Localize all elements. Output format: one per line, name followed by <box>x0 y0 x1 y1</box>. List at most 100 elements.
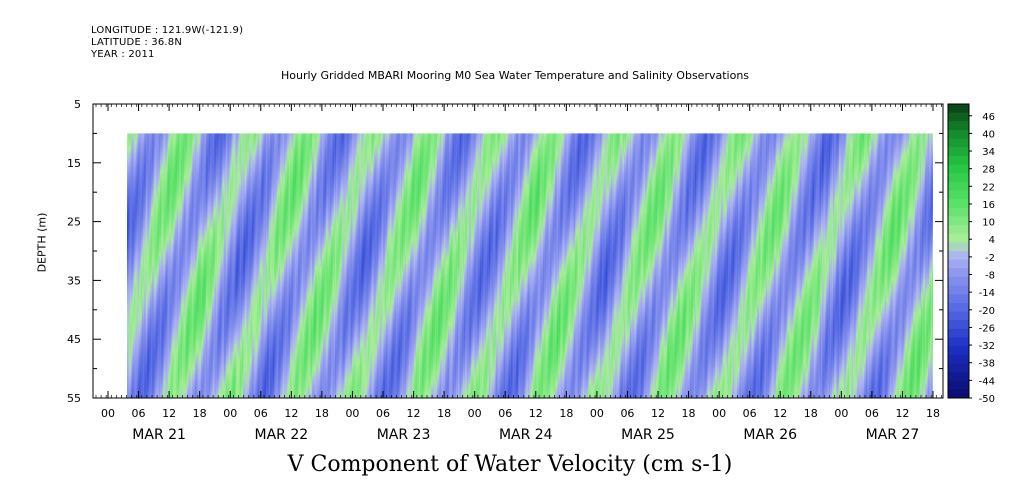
colorbar-segment <box>948 190 969 200</box>
x-tick-label: 06 <box>376 407 390 420</box>
colorbar-tick-label: -38 <box>979 359 995 370</box>
colorbar-segment <box>948 285 969 295</box>
colorbar-segment <box>948 346 969 356</box>
x-axis-label: V Component of Water Velocity (cm s-1) <box>287 452 733 477</box>
colorbar-tick-label: -14 <box>979 288 995 299</box>
y-tick-label: 25 <box>67 216 81 229</box>
colorbar-segment <box>948 216 969 226</box>
colorbar-segment <box>948 328 969 338</box>
colorbar-tick-label: 40 <box>982 129 995 140</box>
colorbar-segment <box>948 233 969 243</box>
x-day-label: MAR 22 <box>255 427 309 443</box>
x-tick-label: 18 <box>193 407 207 420</box>
y-tick-label: 5 <box>74 98 81 111</box>
colorbar-segment <box>948 112 969 122</box>
colorbar-segment <box>948 207 969 217</box>
colorbar-tick-label: -20 <box>979 306 995 317</box>
colorbar-tick-label: 4 <box>989 235 995 246</box>
x-day-label: MAR 25 <box>621 427 675 443</box>
colorbar-segment <box>948 372 969 382</box>
y-tick-label: 15 <box>67 157 81 170</box>
colorbar-segment <box>948 104 969 114</box>
colorbar-tick-label: -32 <box>979 341 995 352</box>
colorbar-segment <box>948 155 969 166</box>
colorbar-segment <box>948 129 969 140</box>
colorbar-tick-label: -26 <box>979 323 995 334</box>
chart-title: Hourly Gridded MBARI Mooring M0 Sea Wate… <box>280 69 750 82</box>
colorbar-tick-label: -44 <box>979 376 995 387</box>
x-tick-label: 18 <box>437 407 451 420</box>
colorbar-segment <box>948 225 969 235</box>
colorbar-frame <box>947 103 970 399</box>
colorbar-segment <box>948 337 969 347</box>
x-tick-label: 12 <box>162 407 176 420</box>
x-day-label: MAR 24 <box>499 427 553 443</box>
colorbar-tick-label: 22 <box>982 182 995 193</box>
y-tick-label: 35 <box>67 274 81 287</box>
longitude-label: LONGITUDE : 121.9W(-121.9) <box>91 25 244 36</box>
latitude-label: LATITUDE : 36.8N <box>91 37 183 48</box>
x-day-label: MAR 26 <box>743 427 797 443</box>
x-tick-label: 00 <box>712 407 726 420</box>
x-tick-label: 12 <box>773 407 787 420</box>
x-tick-label: 06 <box>498 407 512 420</box>
colorbar-tick-label: 10 <box>982 218 995 229</box>
colorbar-segment <box>948 138 969 148</box>
colorbar-tick-label: 16 <box>982 200 995 211</box>
colorbar-segment <box>948 302 969 313</box>
x-tick-label: 18 <box>926 407 940 420</box>
x-tick-label: 06 <box>254 407 268 420</box>
colorbar-segment <box>948 181 969 191</box>
y-tick-label: 55 <box>67 392 81 405</box>
colorbar-segment <box>948 268 969 278</box>
colorbar-tick-label: 34 <box>982 147 995 158</box>
x-tick-label: 18 <box>804 407 818 420</box>
x-tick-label: 12 <box>284 407 298 420</box>
x-tick-label: 06 <box>743 407 757 420</box>
x-tick-label: 00 <box>590 407 604 420</box>
x-tick-label: 00 <box>101 407 115 420</box>
colorbar-tick-label: -50 <box>979 394 995 405</box>
x-day-label: MAR 27 <box>866 427 920 443</box>
colorbar-segment <box>948 354 969 364</box>
colorbar-segment <box>948 363 969 373</box>
colorbar-tick-label: 28 <box>982 165 995 176</box>
colorbar-segment <box>948 380 969 390</box>
x-tick-label: 12 <box>407 407 421 420</box>
x-tick-label: 18 <box>682 407 696 420</box>
x-day-label: MAR 23 <box>377 427 431 443</box>
x-tick-label: 00 <box>834 407 848 420</box>
colorbar-tick-label: -8 <box>985 271 995 282</box>
colorbar-tick-label: 46 <box>982 112 995 123</box>
x-tick-label: 12 <box>895 407 909 420</box>
x-tick-label: 18 <box>559 407 573 420</box>
heatmap-field <box>127 133 933 399</box>
x-tick-label: 06 <box>620 407 634 420</box>
colorbar-segment <box>948 121 969 131</box>
colorbar-segment <box>948 259 969 269</box>
colorbar-segment <box>948 199 969 209</box>
colorbar-segment <box>948 147 969 157</box>
x-day-label: MAR 21 <box>132 427 186 443</box>
colorbar-segment <box>948 242 969 252</box>
x-tick-label: 00 <box>468 407 482 420</box>
colorbar-segment <box>948 320 969 330</box>
y-tick-label: 45 <box>67 333 81 346</box>
x-tick-label: 06 <box>865 407 879 420</box>
colorbar-segment <box>948 294 969 304</box>
x-tick-label: 12 <box>529 407 543 420</box>
colorbar-segment <box>948 251 969 261</box>
x-tick-label: 00 <box>345 407 359 420</box>
colorbar-segment <box>948 389 969 399</box>
colorbar-segment <box>948 164 969 174</box>
x-tick-label: 06 <box>132 407 146 420</box>
x-tick-label: 18 <box>315 407 329 420</box>
colorbar-segment <box>948 311 969 321</box>
x-tick-label: 00 <box>223 407 237 420</box>
colorbar-tick-label: -2 <box>985 253 995 264</box>
year-label: YEAR : 2011 <box>91 49 155 60</box>
colorbar-segment <box>948 276 969 287</box>
colorbar-segment <box>948 173 969 183</box>
x-tick-label: 12 <box>651 407 665 420</box>
